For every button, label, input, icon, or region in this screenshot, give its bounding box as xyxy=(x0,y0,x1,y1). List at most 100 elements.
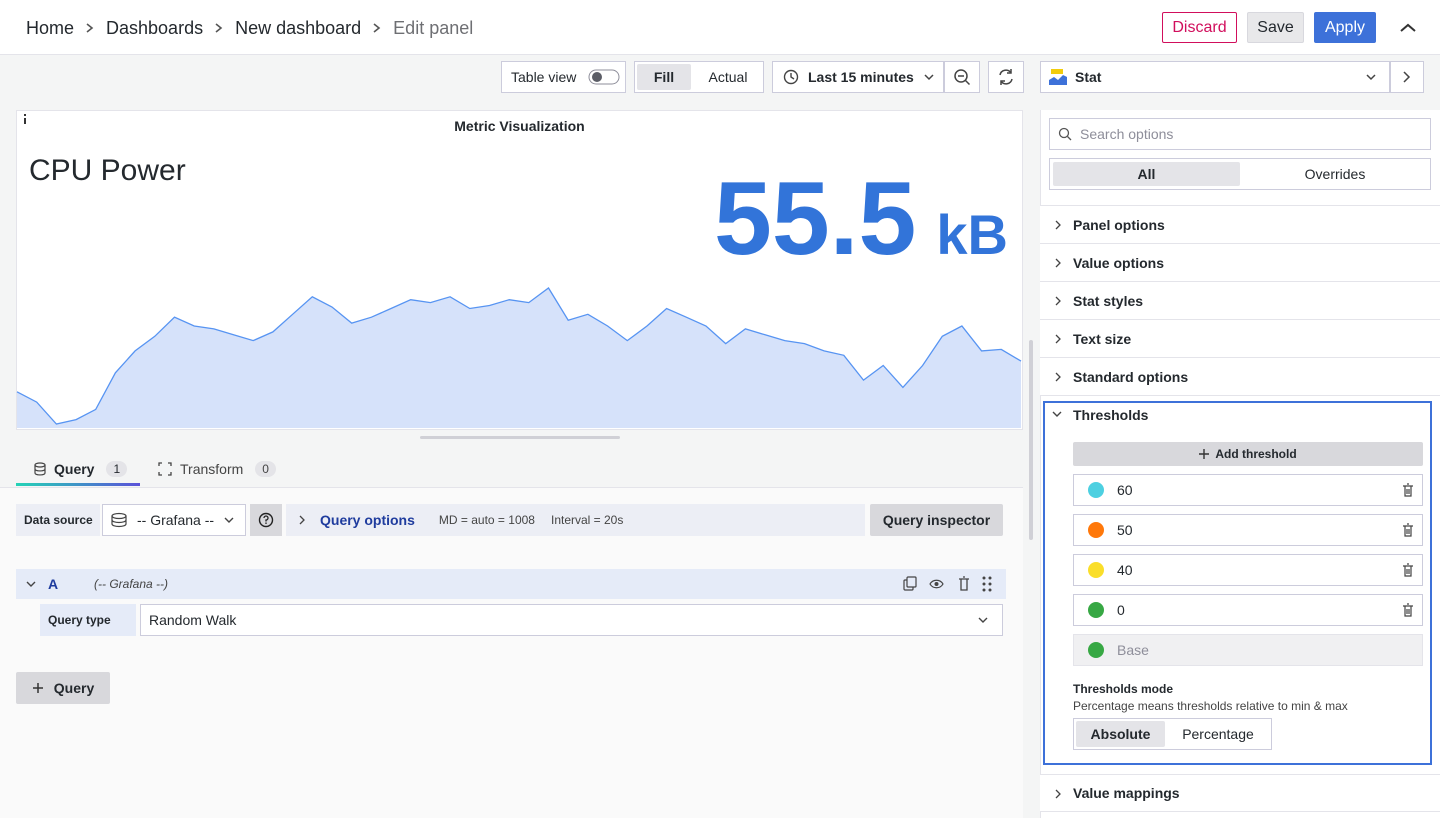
options-section[interactable]: Value mappings xyxy=(1040,774,1440,812)
tab-overrides[interactable]: Overrides xyxy=(1304,166,1366,182)
base-label: Base xyxy=(1117,642,1149,658)
crumb: Edit panel xyxy=(393,17,474,38)
delete-step[interactable] xyxy=(1402,483,1414,497)
ref-id[interactable]: A xyxy=(48,576,59,592)
stat-value: 55.5 xyxy=(713,161,917,277)
help-icon xyxy=(258,512,274,528)
active-tab-bar xyxy=(16,483,140,486)
query-inspector-button[interactable]: Query inspector xyxy=(870,504,1003,536)
mode-absolute[interactable]: Absolute xyxy=(1076,721,1165,747)
base-color[interactable] xyxy=(1088,642,1104,658)
info-icon[interactable] xyxy=(20,113,30,125)
label: Add threshold xyxy=(1215,447,1297,461)
apply-button[interactable]: Apply xyxy=(1314,12,1376,43)
crumb[interactable]: Dashboards xyxy=(106,17,204,38)
add-query-button[interactable]: Query xyxy=(16,672,110,704)
query-actions[interactable] xyxy=(902,576,998,592)
query-type-select[interactable]: Random Walk xyxy=(140,604,1003,636)
chevron xyxy=(1055,334,1061,344)
crumb[interactable]: New dashboard xyxy=(235,17,362,38)
options-section[interactable]: Standard options xyxy=(1040,358,1440,396)
options-tabs: All Overrides xyxy=(1049,158,1431,190)
chevron xyxy=(1055,220,1061,230)
step-color[interactable] xyxy=(1088,482,1104,498)
time-range: Last 15 minutes xyxy=(808,69,914,85)
fill-option[interactable]: Fill xyxy=(637,64,691,90)
data-source-label: Data source xyxy=(16,504,100,536)
label: Query xyxy=(53,680,95,696)
transform-tab[interactable]: Transform 0 xyxy=(158,458,276,480)
data-source-picker[interactable]: -- Grafana -- xyxy=(102,504,246,536)
threshold-step: 40 xyxy=(1073,554,1423,586)
step-value[interactable]: 50 xyxy=(1117,522,1133,538)
chevron xyxy=(1055,372,1061,382)
plus-icon xyxy=(1199,449,1210,459)
stat-unit: kB xyxy=(936,203,1008,266)
tab-all[interactable]: All xyxy=(1053,162,1240,186)
query-data-source: (-- Grafana --) xyxy=(94,577,169,591)
delete-step[interactable] xyxy=(1402,523,1414,537)
clock-icon xyxy=(783,69,799,85)
query-tab[interactable]: Query 1 xyxy=(34,458,128,480)
section-title: Standard options xyxy=(1073,368,1189,385)
mode-radio: Absolute Percentage xyxy=(1073,718,1272,750)
step-value[interactable]: 60 xyxy=(1117,482,1133,498)
mode-percentage[interactable]: Percentage xyxy=(1182,726,1254,742)
section-title: Panel options xyxy=(1073,216,1165,233)
options-section[interactable]: Text size xyxy=(1040,320,1440,358)
chevron-down[interactable] xyxy=(1052,409,1062,419)
thresholds-title[interactable]: Thresholds xyxy=(1073,407,1149,423)
visualization-picker[interactable]: Stat xyxy=(1040,61,1390,93)
label: Table view xyxy=(511,69,577,85)
stat-value-wrap: 55.5 kB xyxy=(714,160,1008,279)
refresh-icon xyxy=(999,69,1013,85)
step-value[interactable]: 40 xyxy=(1117,562,1133,578)
add-threshold-button[interactable]: Add threshold xyxy=(1073,442,1423,466)
options-section[interactable]: Value options xyxy=(1040,244,1440,282)
collapse[interactable] xyxy=(26,580,36,588)
visualization-name: Stat xyxy=(1075,69,1102,85)
options-section[interactable]: Stat styles xyxy=(1040,282,1440,320)
save-button[interactable]: Save xyxy=(1247,12,1304,43)
options-section[interactable]: Panel options xyxy=(1040,206,1440,244)
help-button[interactable] xyxy=(250,504,282,536)
step-value[interactable]: 0 xyxy=(1117,602,1125,618)
query-type-label: Query type xyxy=(40,604,136,636)
caret xyxy=(924,74,934,81)
time-picker[interactable]: Last 15 minutes xyxy=(772,61,944,93)
divider xyxy=(1040,205,1440,206)
chevron xyxy=(299,515,305,525)
tab-label: Query xyxy=(54,461,95,477)
refresh[interactable] xyxy=(988,61,1024,93)
splitter[interactable] xyxy=(420,436,620,439)
crumb[interactable]: Home xyxy=(26,17,75,38)
discard-button[interactable]: Discard xyxy=(1162,12,1237,43)
chevron xyxy=(1055,789,1061,799)
step-color[interactable] xyxy=(1088,602,1104,618)
collapse-icon[interactable] xyxy=(1398,20,1418,36)
table-view-toggle[interactable]: Table view xyxy=(501,61,626,93)
switch xyxy=(588,69,620,85)
actual-option[interactable]: Actual xyxy=(708,69,748,85)
crumb-sep xyxy=(86,23,94,33)
pane-toggle[interactable] xyxy=(1390,61,1424,93)
scrollbar[interactable] xyxy=(1029,340,1033,540)
step-color[interactable] xyxy=(1088,522,1104,538)
delete-step[interactable] xyxy=(1402,603,1414,617)
section-title: Stat styles xyxy=(1073,292,1144,309)
query-options-bar[interactable]: Query options MD = auto = 1008 Interval … xyxy=(286,504,865,536)
caret xyxy=(978,617,988,623)
delete-step[interactable] xyxy=(1402,563,1414,577)
stat-icon xyxy=(1049,69,1067,85)
caret xyxy=(1366,74,1376,81)
crumb-sep xyxy=(373,23,381,33)
sparkline-line xyxy=(16,287,1022,425)
query-type: Random Walk xyxy=(149,612,237,628)
query-options: Query options xyxy=(320,512,415,528)
search-input[interactable]: Search options xyxy=(1049,118,1431,150)
sparkline-area xyxy=(17,288,1021,428)
section-title: Value mappings xyxy=(1073,785,1180,801)
zoom-out[interactable] xyxy=(944,61,980,93)
step-color[interactable] xyxy=(1088,562,1104,578)
